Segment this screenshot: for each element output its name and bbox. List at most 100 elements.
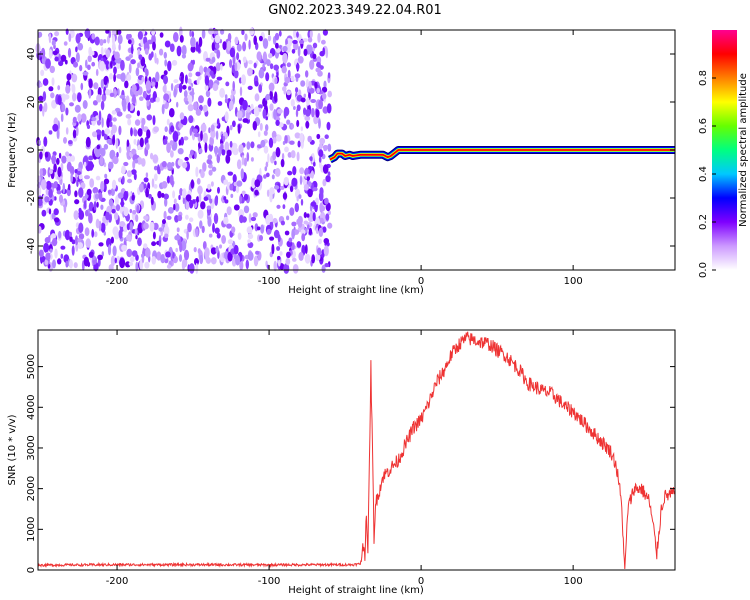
noise-blob <box>63 137 67 144</box>
noise-blob <box>58 230 62 239</box>
noise-blob <box>93 82 99 90</box>
noise-blob <box>153 184 158 189</box>
noise-blob <box>111 110 117 115</box>
noise-blob <box>221 235 227 244</box>
noise-blob <box>241 154 245 166</box>
noise-blob <box>189 30 192 37</box>
noise-blob <box>128 54 133 59</box>
noise-blob <box>87 261 91 268</box>
noise-blob <box>279 251 283 256</box>
noise-blob <box>117 88 120 96</box>
noise-blob <box>214 227 220 234</box>
noise-blob <box>127 118 132 126</box>
noise-blob <box>262 51 267 63</box>
noise-blob <box>234 36 239 45</box>
noise-blob <box>287 152 292 158</box>
noise-blob <box>133 138 137 145</box>
noise-blob <box>233 204 240 211</box>
noise-blob <box>300 126 303 132</box>
noise-blob <box>39 151 43 160</box>
noise-blob <box>247 239 251 244</box>
noise-blob <box>198 36 203 48</box>
noise-blob <box>296 31 299 38</box>
noise-blob <box>145 142 150 151</box>
noise-blob <box>80 82 84 91</box>
noise-blob <box>41 47 46 59</box>
noise-blob <box>238 144 244 154</box>
y-tick-label: 20 <box>26 96 37 109</box>
noise-blob <box>307 135 313 143</box>
noise-blob <box>118 229 123 239</box>
noise-blob <box>327 72 331 79</box>
noise-blob <box>250 103 254 110</box>
noise-blob <box>135 67 140 77</box>
noise-blob <box>42 106 45 117</box>
noise-blob <box>106 139 112 144</box>
noise-blob <box>243 205 250 214</box>
noise-blob <box>176 227 180 233</box>
noise-blob <box>78 174 83 180</box>
noise-blob <box>57 85 61 91</box>
noise-blob <box>319 217 324 223</box>
noise-blob <box>246 141 251 150</box>
noise-blob <box>265 124 269 132</box>
noise-blob <box>308 87 315 94</box>
noise-blob <box>260 224 265 234</box>
noise-blob <box>198 148 203 154</box>
noise-blob <box>214 196 218 206</box>
noise-blob <box>193 132 200 138</box>
figure-title: GN02.2023.349.22.04.R01 <box>268 3 442 18</box>
noise-blob <box>159 48 164 56</box>
noise-blob <box>91 228 95 238</box>
noise-blob <box>247 241 254 249</box>
noise-blob <box>131 194 135 201</box>
noise-blob <box>105 60 110 70</box>
noise-blob <box>53 163 57 173</box>
noise-blob <box>91 116 97 122</box>
noise-blob <box>39 82 43 88</box>
noise-blob <box>85 59 88 69</box>
noise-blob <box>292 29 297 39</box>
noise-blob <box>240 168 244 180</box>
noise-blob <box>164 233 169 239</box>
noise-blob <box>284 146 289 153</box>
noise-blob <box>307 37 313 43</box>
noise-blob <box>50 92 55 99</box>
noise-blob <box>49 168 53 175</box>
noise-blob <box>287 170 293 176</box>
noise-blob <box>58 152 62 159</box>
noise-blob <box>239 260 244 271</box>
noise-blob <box>234 62 238 72</box>
noise-blob <box>189 127 192 136</box>
noise-blob <box>322 106 329 114</box>
noise-blob <box>179 112 185 120</box>
noise-blob <box>247 251 254 261</box>
noise-blob <box>282 53 288 64</box>
noise-blob <box>167 207 174 214</box>
noise-blob <box>247 67 253 77</box>
noise-blob <box>145 172 149 178</box>
noise-blob <box>300 198 304 206</box>
noise-blob <box>120 197 124 208</box>
noise-blob <box>246 152 250 162</box>
noise-blob <box>127 101 131 112</box>
noise-blob <box>145 80 151 91</box>
spectrogram-noise <box>35 26 333 274</box>
noise-blob <box>181 259 186 271</box>
noise-blob <box>161 192 165 198</box>
noise-blob <box>192 199 196 204</box>
noise-blob <box>60 113 64 122</box>
noise-blob <box>126 248 133 258</box>
noise-blob <box>43 102 48 113</box>
noise-blob <box>227 239 234 245</box>
noise-blob <box>114 58 121 64</box>
noise-blob <box>51 154 56 165</box>
noise-blob <box>250 216 257 222</box>
noise-blob <box>296 196 299 202</box>
noise-blob <box>286 62 292 68</box>
noise-blob <box>225 81 230 87</box>
noise-blob <box>75 52 80 63</box>
noise-blob <box>248 39 251 50</box>
noise-blob <box>114 257 118 264</box>
noise-blob <box>200 123 207 133</box>
